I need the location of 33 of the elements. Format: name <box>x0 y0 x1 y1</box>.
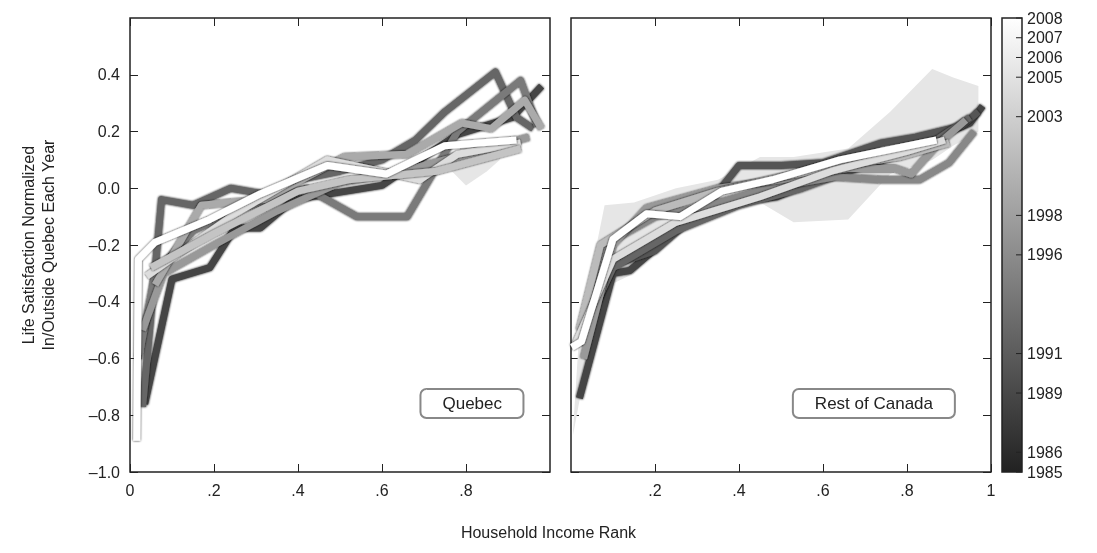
color-bar-label: 1998 <box>1027 206 1063 224</box>
color-bar-label: 2007 <box>1027 29 1063 47</box>
y-tick-label: –0.8 <box>88 406 121 424</box>
y-tick-label: –0.6 <box>88 350 121 367</box>
color-bar-label: 1985 <box>1027 463 1063 481</box>
x-tick-label: .2 <box>648 481 662 499</box>
x-tick-label: .4 <box>291 481 305 499</box>
color-bar-label: 1996 <box>1027 246 1063 264</box>
color-bar-label: 1989 <box>1027 384 1063 402</box>
color-bar-label: 2005 <box>1027 68 1063 86</box>
text: Rest of Canada <box>814 394 934 413</box>
x-tick-label: .6 <box>816 481 830 499</box>
color-bar-label: 2008 <box>1027 9 1063 27</box>
y-tick-label: –0.2 <box>88 236 121 254</box>
color-bar-label: 1986 <box>1027 443 1063 461</box>
y-tick-label: 0.2 <box>97 123 121 140</box>
x-tick-label: .2 <box>207 481 221 499</box>
y-tick-label: 0.4 <box>97 66 121 84</box>
y-axis-title: Life Satisfaction Normalized In/Outside Quebec Each Year <box>19 138 57 351</box>
x-tick-label: 1 <box>986 481 996 499</box>
y-tick-label: 0.0 <box>97 179 121 197</box>
x-tick-label: .6 <box>375 481 389 499</box>
color-bar-label: 1991 <box>1027 345 1063 363</box>
x-tick-label: .4 <box>732 481 746 499</box>
x-axis-title: Household Income Rank <box>460 524 637 541</box>
y-tick-label: –0.4 <box>88 293 121 311</box>
y-tick-label: –1.0 <box>88 463 121 481</box>
x-tick-label: .8 <box>900 481 914 499</box>
text: Quebec <box>442 394 503 413</box>
color-bar-label: 2003 <box>1027 108 1063 126</box>
x-tick-label: 0 <box>125 481 135 499</box>
x-tick-label: .8 <box>459 481 473 499</box>
color-bar-label: 2006 <box>1027 48 1063 66</box>
